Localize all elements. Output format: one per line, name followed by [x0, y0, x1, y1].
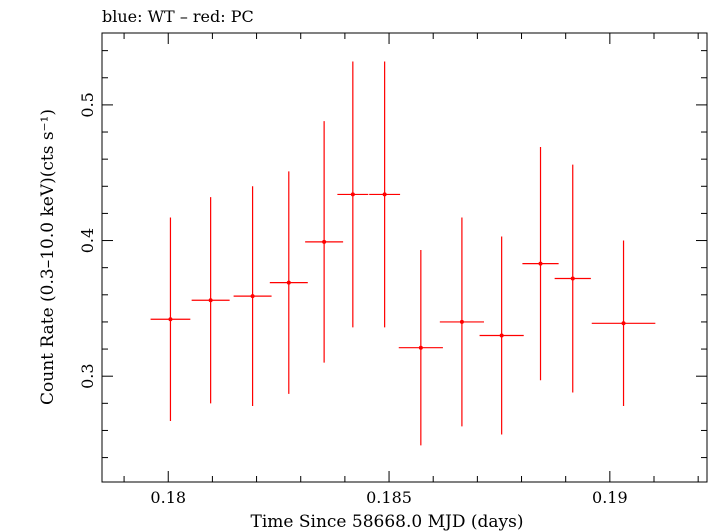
data-marker	[168, 317, 173, 322]
y-tick-label: 0.5	[78, 92, 97, 117]
data-marker	[322, 239, 327, 244]
axis-ticks	[102, 33, 707, 482]
data-marker	[382, 192, 387, 197]
data-point	[269, 171, 308, 394]
data-marker	[250, 294, 255, 299]
data-marker	[208, 298, 213, 303]
data-point	[522, 146, 559, 381]
chart-title: blue: WT – red: PC	[102, 7, 254, 26]
plot-frame	[101, 32, 708, 483]
x-tick-label: 0.18	[150, 488, 186, 507]
x-tick-label: 0.185	[366, 488, 412, 507]
data-marker	[570, 276, 575, 281]
data-marker	[538, 261, 543, 266]
data-point	[337, 61, 369, 328]
data-point	[398, 250, 443, 446]
x-axis-label: Time Since 58668.0 MJD (days)	[251, 512, 524, 532]
x-tick-label: 0.19	[592, 488, 628, 507]
y-tick-label: 0.4	[78, 228, 97, 253]
data-point	[591, 240, 656, 407]
y-axis-label: Count Rate (0.3–10.0 keV)(cts s⁻¹)	[38, 109, 58, 405]
data-point	[233, 186, 272, 407]
data-marker	[350, 192, 355, 197]
data-marker	[459, 319, 464, 324]
data-point	[305, 121, 344, 363]
data-marker	[499, 333, 504, 338]
data-marker	[621, 321, 626, 326]
data-point	[369, 61, 401, 328]
data-marker	[418, 345, 423, 350]
data-marker	[286, 280, 291, 285]
data-point	[554, 164, 591, 393]
data-point	[439, 217, 484, 427]
axis-tick-labels: 0.18 0.185 0.19 0.3 0.4 0.5	[78, 92, 628, 507]
data-point	[150, 217, 191, 421]
data-series	[150, 61, 656, 446]
data-point	[191, 197, 230, 404]
y-tick-label: 0.3	[78, 363, 97, 388]
data-point	[479, 236, 524, 435]
